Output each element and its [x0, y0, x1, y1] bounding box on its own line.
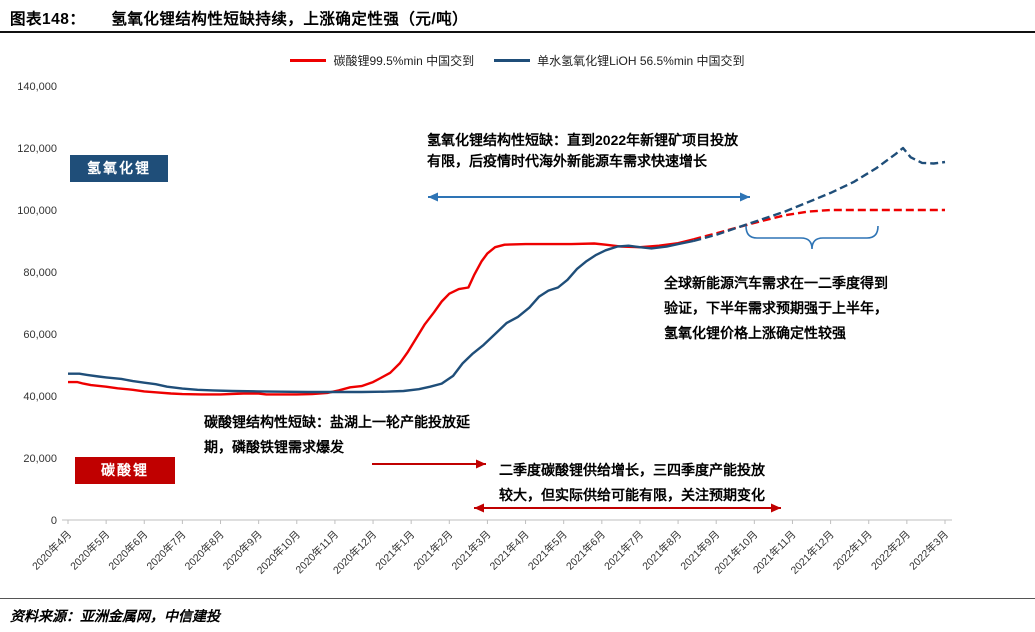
- figure-number: 图表148：: [10, 11, 86, 28]
- x-tick-label: 2021年6月: [563, 528, 608, 573]
- y-tick-label: 140,000: [17, 81, 57, 93]
- carbonate-supply-range-arrow-head: [771, 503, 781, 513]
- y-tick-label: 20,000: [23, 453, 57, 465]
- x-tick-label: 2021年2月: [411, 528, 456, 573]
- legend-label-carbonate: 碳酸锂99.5%min 中国交到: [333, 54, 475, 68]
- hydroxide-price-line-forecast: [692, 146, 946, 243]
- x-tick-label: 2021年1月: [373, 528, 418, 573]
- footer-divider: [0, 598, 1035, 599]
- x-tick-label: 2021年3月: [449, 528, 494, 573]
- x-tick-label: 2020年7月: [144, 528, 189, 573]
- x-tick-label: 2021年5月: [525, 528, 570, 573]
- carbonate-supply-range-arrow-head: [474, 503, 484, 513]
- carbonate-line-swatch: [290, 59, 327, 62]
- y-tick-label: 40,000: [23, 391, 57, 403]
- x-tick-label: 2022年2月: [868, 528, 913, 573]
- x-tick-label: 2020年8月: [182, 528, 227, 573]
- legend-item-carbonate: 碳酸锂99.5%min 中国交到: [290, 52, 474, 69]
- y-tick-label: 0: [51, 515, 57, 527]
- carbonate-series-label-box: 碳酸锂: [75, 457, 175, 484]
- x-tick-label: 2021年8月: [640, 528, 685, 573]
- carbonate-price-line: [68, 238, 694, 396]
- x-tick-label: 2021年7月: [601, 528, 646, 573]
- x-tick-label: 2022年3月: [906, 528, 951, 573]
- hydroxide-shortage-annotation: 氢氧化锂结构性短缺：直到2022年新锂矿项目投放 有限，后疫情时代海外新能源车需…: [427, 132, 739, 169]
- x-tick-label: 2020年6月: [106, 528, 151, 573]
- title-divider: [0, 31, 1035, 33]
- figure-header: 图表148： 氢氧化锂结构性短缺持续，上涨确定性强（元/吨）: [10, 7, 468, 29]
- figure-title: 氢氧化锂结构性短缺持续，上涨确定性强（元/吨）: [111, 11, 469, 28]
- hydroxide-shortage-range-arrow-head: [428, 192, 438, 202]
- ev-demand-annotation: 全球新能源汽车需求在一二季度得到 验证，下半年需求预期强于上半年， 氢氧化锂价格…: [664, 275, 888, 341]
- y-tick-label: 100,000: [17, 205, 57, 217]
- data-source: 资料来源：亚洲金属网，中信建投: [10, 610, 220, 625]
- hydroxide-shortage-range-arrow-head: [740, 192, 750, 202]
- legend: 碳酸锂99.5%min 中国交到 单水氢氧化锂LiOH 56.5%min 中国交…: [0, 52, 1035, 69]
- legend-label-hydroxide: 单水氢氧化锂LiOH 56.5%min 中国交到: [537, 54, 745, 68]
- carbonate-shortage-annotation: 碳酸锂结构性短缺：盐湖上一轮产能投放延 期，磷酸铁锂需求爆发: [204, 414, 470, 455]
- hydroxide-line-swatch: [494, 59, 531, 62]
- x-tick-label: 2020年4月: [29, 528, 74, 573]
- carbonate-supply-annotation: 二季度碳酸锂供给增长，三四季度产能投放 较大，但实际供给可能有限，关注预期变化: [499, 462, 765, 503]
- y-tick-label: 120,000: [17, 143, 57, 155]
- hydroxide-price-line: [68, 239, 694, 394]
- x-tick-label: 2022年1月: [830, 528, 875, 573]
- x-tick-label: 2020年5月: [68, 528, 113, 573]
- hydroxide-series-label-box: 氢氧化锂: [70, 155, 168, 182]
- carbonate-price-line-forecast: [692, 208, 945, 241]
- carbonate-annotation-arrow-head: [476, 459, 486, 469]
- legend-item-hydroxide: 单水氢氧化锂LiOH 56.5%min 中国交到: [494, 52, 745, 69]
- x-tick-label: 2021年4月: [487, 528, 532, 573]
- y-tick-label: 60,000: [23, 329, 57, 341]
- forecast-brace: [745, 225, 879, 250]
- y-tick-label: 80,000: [23, 267, 57, 279]
